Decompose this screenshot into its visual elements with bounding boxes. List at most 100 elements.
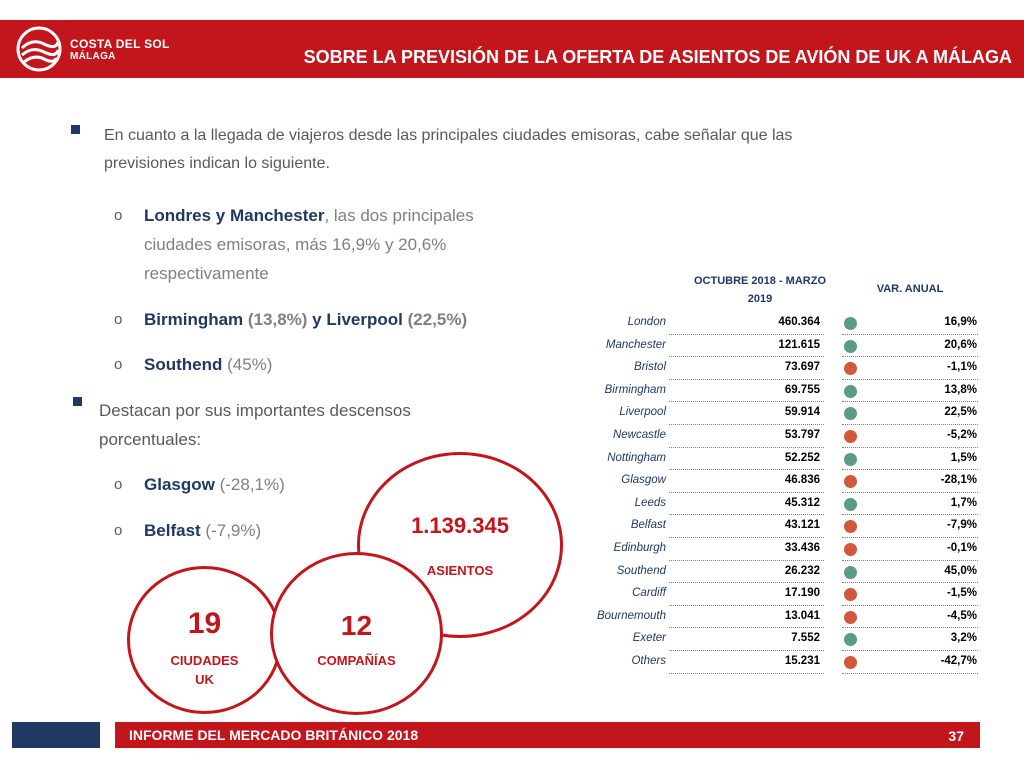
cities-label-line1: CIUDADES [170, 653, 239, 668]
trend-up-dot-icon [844, 339, 857, 353]
change-cell: 3,2% [950, 632, 977, 645]
table-row: Manchester 121.615 20,6% [580, 335, 980, 358]
city-cell: Liverpool [619, 406, 666, 419]
seats-value: 1.139.345 [411, 513, 509, 538]
city-cell: Edinburgh [613, 541, 666, 554]
change-cell: 1,7% [950, 496, 977, 509]
bullet-square-icon [73, 397, 82, 406]
bullet-square-icon [71, 125, 80, 134]
table-row: London 460.364 16,9% [580, 312, 980, 335]
city-cell: Leeds [634, 496, 666, 509]
row-divider [669, 469, 824, 471]
slide-title: SOBRE LA PREVISIÓN DE LA OFERTA DE ASIEN… [303, 47, 1012, 67]
change-cell: -0,1% [946, 541, 977, 554]
row-divider [842, 536, 978, 538]
row-divider [842, 559, 978, 561]
decline-paragraph: Destacan por sus importantes descensos p… [99, 396, 479, 454]
change-cell: -42,7% [940, 654, 977, 667]
city-cell: Manchester [605, 338, 666, 351]
costa-del-sol-logo: COSTA DEL SOL MÁLAGA [14, 24, 204, 74]
report-title: INFORME DEL MERCADO BRITÁNICO 2018 [129, 727, 419, 743]
row-divider [669, 649, 824, 651]
list-item-glasgow: o Glasgow (-28,1%) [114, 470, 444, 499]
change-cell: -5,2% [946, 428, 977, 441]
row-divider [842, 333, 978, 335]
seats-cell: 460.364 [778, 316, 820, 328]
item-text: respectivamente [144, 264, 269, 283]
circle-bullet-icon: o [114, 476, 123, 493]
change-cell: -1,5% [946, 587, 977, 600]
trend-up-dot-icon [844, 633, 857, 647]
row-divider [669, 401, 824, 403]
table-row: Exeter 7.552 3,2% [580, 628, 980, 651]
row-divider [842, 378, 978, 380]
table-row: Liverpool 59.914 22,5% [580, 402, 980, 425]
intro-paragraph: En cuanto a la llegada de viajeros desde… [104, 122, 924, 178]
city-cell: Bournemouth [596, 609, 666, 622]
change-cell: 16,9% [944, 316, 977, 328]
trend-up-dot-icon [844, 384, 857, 398]
list-item-birmingham-liverpool: o Birmingham (13,8%) y Liverpool (22,5%) [114, 305, 564, 334]
row-divider [669, 333, 824, 335]
seats-cell: 73.697 [784, 361, 820, 374]
seats-cell: 52.252 [784, 451, 820, 464]
change-cell: -7,9% [946, 519, 977, 532]
wave-sun-logo-icon [16, 26, 62, 72]
seats-cell: 45.312 [784, 496, 820, 509]
row-divider [842, 604, 978, 606]
table-row: Bristol 73.697 -1,1% [580, 357, 980, 380]
table-header-period-line2: 2019 [747, 293, 773, 305]
city-cell: Exeter [632, 632, 666, 645]
cities-label: CIUDADES UK [130, 651, 279, 689]
row-divider [669, 514, 824, 516]
row-divider [842, 582, 978, 584]
change-cell: -28,1% [940, 474, 977, 487]
page-number: 37 [948, 728, 964, 744]
item-percent: (-28,1%) [214, 475, 285, 494]
table-row: Bournemouth 13.041 -4,5% [580, 606, 980, 629]
row-divider [669, 604, 824, 606]
row-divider [669, 491, 824, 493]
row-divider [842, 446, 978, 448]
trend-down-dot-icon [844, 588, 857, 602]
seats-label: ASIENTOS [426, 563, 494, 578]
trend-down-dot-icon [844, 610, 857, 624]
circle-bullet-icon: o [114, 207, 123, 224]
row-divider [842, 423, 978, 425]
city-cell: Nottingham [607, 451, 666, 464]
trend-up-dot-icon [844, 452, 857, 466]
table-row: Southend 26.232 45,0% [580, 561, 980, 584]
cities-label-line2: UK [195, 672, 214, 687]
highlight-text: Belfast [144, 521, 201, 540]
table-row: Cardiff 17.190 -1,5% [580, 583, 980, 606]
change-cell: -4,5% [946, 609, 977, 622]
seats-cell: 7.552 [791, 632, 820, 645]
companies-stat-circle: 12 COMPAÑÍAS [270, 552, 443, 715]
footer-bar: INFORME DEL MERCADO BRITÁNICO 2018 37 [115, 722, 980, 748]
item-percent: (-7,9%) [200, 521, 262, 540]
trend-down-dot-icon [844, 655, 857, 669]
table-row: Others 15.231 -42,7% [580, 651, 980, 674]
seats-cell: 13.041 [784, 609, 820, 622]
row-divider [669, 672, 824, 674]
row-divider [669, 559, 824, 561]
row-divider [842, 401, 978, 403]
table-row: Leeds 45.312 1,7% [580, 493, 980, 516]
highlight-text: Londres y Manchester [144, 206, 325, 225]
item-percent: (45%) [222, 355, 273, 374]
trend-down-dot-icon [844, 520, 857, 534]
highlight-text: Southend [144, 355, 223, 374]
item-text: , las dos principales [324, 206, 474, 225]
row-divider [669, 627, 824, 629]
footer-accent-block [12, 722, 100, 748]
table-row: Edinburgh 33.436 -0,1% [580, 538, 980, 561]
item-percent: (22,5%) [402, 310, 468, 329]
intro-line2: previsiones indican lo siguiente. [104, 155, 330, 172]
table-header-period-line1: OCTUBRE 2018 - MARZO [693, 275, 827, 287]
cities-stat-circle: 19 CIUDADES UK [127, 566, 282, 714]
city-cell: Others [631, 654, 666, 667]
decline-line2: porcentuales: [99, 430, 202, 449]
city-cell: Cardiff [632, 587, 666, 600]
list-item-belfast: o Belfast (-7,9%) [114, 516, 444, 545]
trend-down-dot-icon [844, 475, 857, 489]
